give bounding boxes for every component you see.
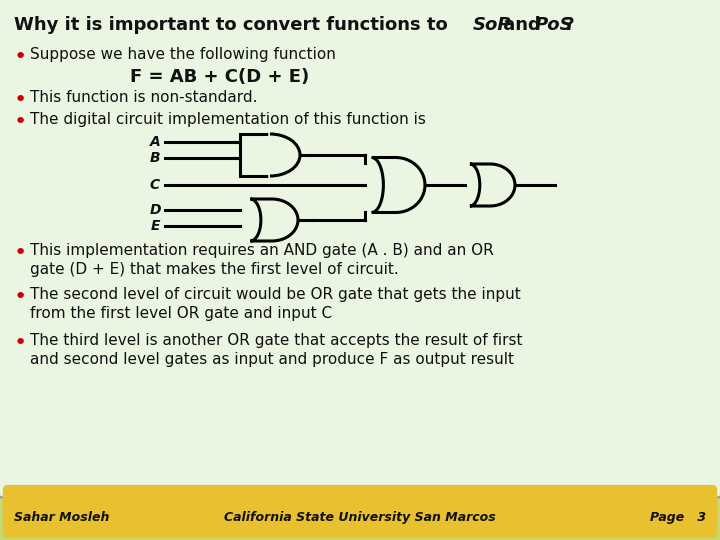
- Text: A: A: [150, 135, 161, 149]
- Text: gate (D + E) that makes the first level of circuit.: gate (D + E) that makes the first level …: [30, 262, 399, 277]
- Text: The third level is another OR gate that accepts the result of first: The third level is another OR gate that …: [30, 333, 523, 348]
- Text: and: and: [497, 16, 547, 34]
- Text: The second level of circuit would be OR gate that gets the input: The second level of circuit would be OR …: [30, 287, 521, 302]
- Text: SoP: SoP: [473, 16, 512, 34]
- Text: PoS: PoS: [535, 16, 574, 34]
- Text: C: C: [150, 178, 160, 192]
- Text: Sahar Mosleh: Sahar Mosleh: [14, 511, 109, 524]
- Text: •: •: [14, 287, 27, 307]
- Bar: [240, 134, 270, 176]
- Text: The digital circuit implementation of this function is: The digital circuit implementation of th…: [30, 112, 426, 127]
- Text: •: •: [14, 243, 27, 263]
- Text: This implementation requires an AND gate (A . B) and an OR: This implementation requires an AND gate…: [30, 243, 494, 258]
- Text: Why it is important to convert functions to: Why it is important to convert functions…: [14, 16, 454, 34]
- Text: D: D: [149, 203, 161, 217]
- Text: from the first level OR gate and input C: from the first level OR gate and input C: [30, 306, 332, 321]
- Text: ?: ?: [558, 16, 575, 34]
- Polygon shape: [372, 158, 425, 213]
- Text: Page   3: Page 3: [650, 511, 706, 524]
- Text: and second level gates as input and produce F as output result: and second level gates as input and prod…: [30, 352, 514, 367]
- Polygon shape: [251, 199, 298, 241]
- Text: F = AB + C(D + E): F = AB + C(D + E): [130, 68, 310, 86]
- Polygon shape: [470, 164, 515, 206]
- Text: E: E: [150, 219, 160, 233]
- Text: California State University San Marcos: California State University San Marcos: [224, 511, 496, 524]
- Text: •: •: [14, 333, 27, 353]
- Text: This function is non-standard.: This function is non-standard.: [30, 90, 258, 105]
- Text: •: •: [14, 112, 27, 132]
- Text: Suppose we have the following function: Suppose we have the following function: [30, 47, 336, 62]
- Text: •: •: [14, 90, 27, 110]
- Text: B: B: [150, 151, 161, 165]
- Text: •: •: [14, 47, 27, 67]
